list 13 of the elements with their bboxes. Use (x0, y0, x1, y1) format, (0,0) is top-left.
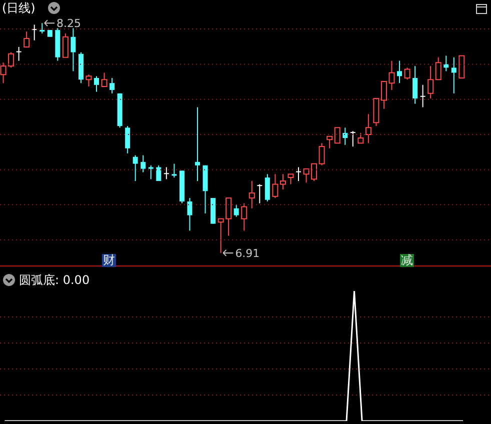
chart-title: 圆弧底: 0.00 (19, 272, 90, 289)
text: 财 (102, 253, 116, 267)
annotation: 6.91 (235, 246, 260, 260)
candlestick (350, 131, 356, 147)
text: 减 (400, 253, 414, 267)
chart-title: (日线) (2, 0, 36, 17)
annotation: 8.25 (56, 17, 82, 30)
candlestick (16, 46, 22, 61)
candlestick (296, 167, 301, 181)
candlestick (164, 167, 169, 180)
candlestick (257, 184, 262, 204)
candlestick (195, 107, 200, 181)
candlestick (420, 84, 426, 108)
